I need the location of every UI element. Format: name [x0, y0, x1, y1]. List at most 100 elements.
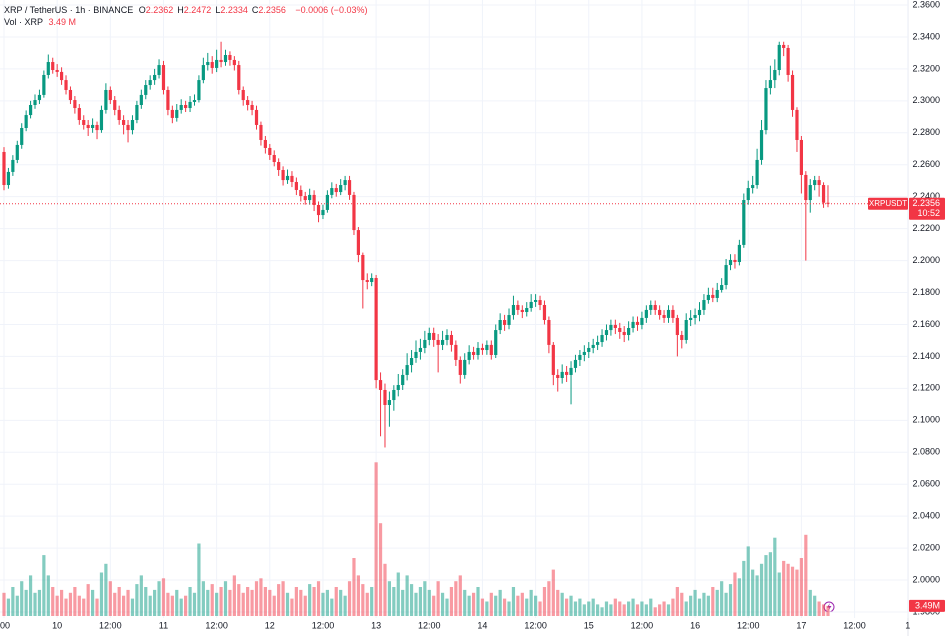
- candle-body: [609, 324, 613, 331]
- y-tick-label: 2.1400: [912, 351, 940, 361]
- volume-bar: [635, 604, 640, 616]
- candle-body: [556, 374, 560, 378]
- candle-body: [790, 74, 795, 110]
- y-tick-label: 2.2600: [912, 159, 940, 169]
- candle-body: [144, 85, 148, 95]
- volume-bar: [542, 587, 547, 616]
- volume-bar: [463, 589, 467, 616]
- volume-bar: [728, 584, 733, 616]
- volume-bar: [786, 563, 790, 616]
- candle-body: [454, 344, 458, 360]
- candle-body: [467, 351, 471, 360]
- volume-bar: [821, 604, 826, 616]
- y-tick-label: 2.1600: [912, 319, 940, 329]
- ohlc-label: C: [251, 5, 259, 15]
- candle-body: [68, 89, 73, 101]
- candles: [2, 41, 830, 448]
- volume-bar: [471, 592, 476, 616]
- candle-body: [272, 154, 276, 163]
- candle-body: [418, 347, 423, 352]
- candle-body: [773, 70, 777, 81]
- candle-body: [113, 100, 117, 110]
- candle-body: [618, 327, 622, 332]
- candle-body: [573, 359, 578, 368]
- volume-bar: [627, 601, 631, 616]
- x-tick-label: 12: [265, 620, 275, 630]
- volume-bar: [733, 572, 737, 616]
- volume-bar: [330, 598, 334, 616]
- symbol-title[interactable]: XRP / TetherUS · 1h · BINANCE: [4, 5, 134, 15]
- volume-bar: [777, 572, 781, 616]
- candle-body: [635, 321, 640, 325]
- candle-body: [489, 344, 493, 355]
- candle-body: [157, 65, 161, 75]
- y-tick-label: 2.0200: [912, 542, 940, 552]
- volume-bar: [294, 587, 298, 616]
- volume-bar: [254, 581, 259, 616]
- candle-body: [547, 320, 551, 345]
- candle-body: [520, 309, 524, 313]
- symbol-tag-bg: [868, 197, 908, 210]
- volume-bar: [28, 575, 33, 616]
- x-tick-label: 12:00: [631, 620, 654, 630]
- candle-body: [764, 88, 768, 131]
- volume-bar: [378, 523, 383, 616]
- candle-body: [383, 389, 387, 405]
- candle-body: [166, 89, 170, 110]
- candle-body: [153, 74, 157, 81]
- volume-tag-bg: [909, 599, 945, 612]
- candle-body: [325, 194, 329, 210]
- volume-bar: [631, 598, 635, 616]
- candle-body: [449, 335, 454, 345]
- volume-bar: [179, 598, 183, 616]
- volume-bar: [55, 595, 59, 616]
- x-tick-label: 16: [690, 620, 700, 630]
- x-tick-label: 12:00: [737, 620, 760, 630]
- volume-bar: [99, 572, 104, 616]
- volume-bar: [467, 595, 471, 616]
- volume-bar: [104, 563, 108, 616]
- volume-bar: [697, 598, 702, 616]
- candle-body: [361, 254, 365, 281]
- volume-bar: [20, 581, 24, 616]
- volume-bar: [507, 601, 511, 616]
- volume-bar: [640, 601, 644, 616]
- volume-bar: [405, 575, 409, 616]
- candle-body: [755, 159, 759, 186]
- volume-bar: [476, 587, 480, 616]
- volume-bar: [449, 587, 454, 616]
- x-tick-label: 12:00: [524, 620, 547, 630]
- volume-bar: [458, 575, 462, 616]
- candle-body: [600, 335, 604, 343]
- volume-bar: [51, 587, 55, 616]
- volume-bar: [813, 595, 817, 616]
- volume-bar: [365, 592, 369, 616]
- x-tick-label: 12:00: [418, 620, 441, 630]
- volume-bar: [511, 587, 516, 616]
- candle-body: [689, 317, 693, 321]
- candle-body: [529, 301, 533, 309]
- volume-bar: [569, 595, 573, 616]
- volume-bar: [604, 601, 609, 616]
- candle-body: [139, 94, 143, 105]
- candle-body: [604, 330, 609, 336]
- candle-body: [33, 100, 37, 105]
- y-tick-label: 2.0800: [912, 447, 940, 457]
- candle-body: [759, 130, 764, 160]
- volume-bar: [210, 584, 214, 616]
- volume-bar: [356, 575, 360, 616]
- volume-bar: [192, 592, 197, 616]
- last-price: 2.2356: [912, 198, 940, 208]
- candle-body: [409, 358, 414, 366]
- x-tick-label: 17: [796, 620, 806, 630]
- y-tick-label: 2.2200: [912, 223, 940, 233]
- volume-title[interactable]: Vol · XRP: [4, 17, 44, 27]
- candle-body: [228, 54, 232, 60]
- candle-body: [414, 351, 418, 359]
- candle-body: [294, 181, 298, 190]
- volume-bar: [82, 598, 86, 616]
- candle-body: [95, 124, 99, 131]
- candle-body: [55, 70, 59, 72]
- y-tick-label: 2.2800: [912, 127, 940, 137]
